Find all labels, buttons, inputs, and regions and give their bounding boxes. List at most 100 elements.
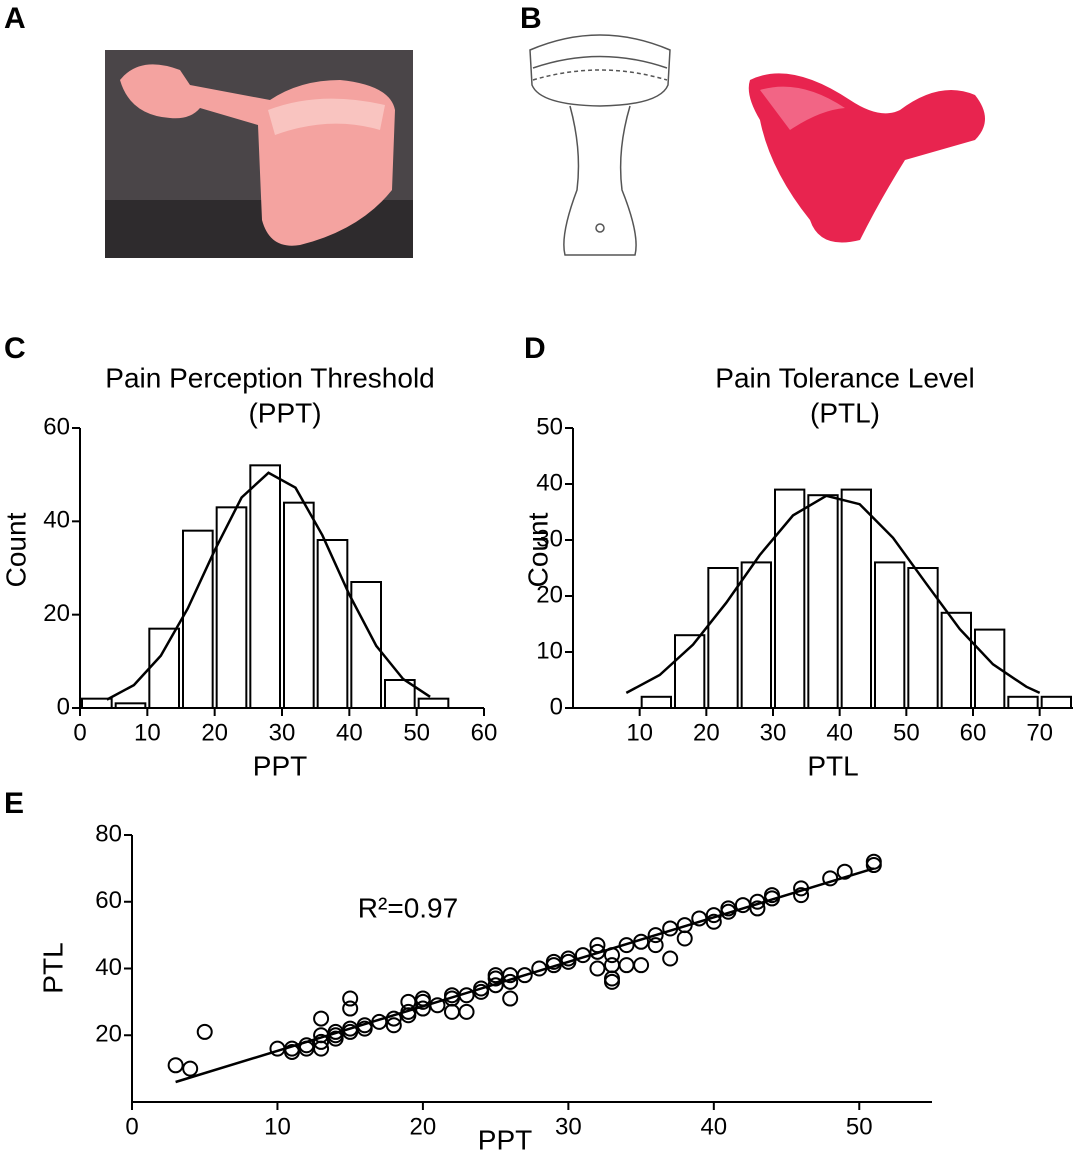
panel-label: E [4, 787, 24, 820]
bar [840, 488, 873, 709]
x-tick-label: 50 [893, 719, 920, 746]
bar [774, 488, 806, 709]
point [836, 863, 853, 880]
y-tick-label: 10 [536, 637, 563, 664]
bar [283, 501, 315, 709]
panel-label: C [4, 332, 26, 365]
point [604, 970, 620, 987]
y-tick-label: 40 [95, 954, 122, 981]
y-tick-label: 0 [57, 693, 70, 720]
point [604, 973, 620, 990]
x-tick-label: 60 [471, 719, 498, 746]
annotation: R²=0.97 [358, 892, 458, 923]
y-axis-label: PTL [37, 942, 68, 993]
bar [81, 697, 113, 710]
point [487, 967, 504, 984]
x-tick-label: 40 [700, 1113, 727, 1140]
chart-title: Pain Perception Threshold [105, 362, 434, 393]
photo-a [105, 50, 413, 258]
point [705, 913, 722, 930]
x-tick-label: 60 [960, 719, 987, 746]
x-tick-label: 50 [846, 1113, 873, 1140]
x-tick-label: 30 [555, 1113, 582, 1140]
point [865, 853, 882, 870]
bar [807, 494, 839, 710]
point [473, 980, 490, 997]
bar [874, 561, 906, 710]
point [633, 957, 650, 974]
point [749, 900, 766, 917]
point [342, 990, 359, 1007]
y-tick-label: 50 [536, 413, 563, 440]
point [764, 887, 780, 904]
x-tick-label: 0 [125, 1113, 138, 1140]
point [385, 1017, 402, 1034]
point [313, 1033, 330, 1050]
fit-line [175, 867, 875, 1084]
panel-label: D [524, 332, 546, 365]
point [502, 990, 519, 1007]
point [458, 1003, 475, 1020]
bar [148, 627, 180, 710]
bar [1007, 695, 1039, 709]
panel-label: B [520, 2, 542, 35]
y-tick-label: 40 [43, 507, 70, 534]
x-axis-label: PTL [807, 750, 858, 781]
fit-line [625, 494, 1041, 695]
point [647, 937, 664, 954]
point [793, 887, 810, 904]
x-tick-label: 20 [693, 719, 720, 746]
x-tick-label: 30 [269, 719, 296, 746]
point [342, 1000, 359, 1017]
point [444, 1003, 460, 1020]
bar [707, 567, 739, 709]
bar [417, 697, 450, 710]
x-tick-label: 10 [626, 719, 653, 746]
x-tick-label: 10 [264, 1113, 291, 1140]
chart-subtitle: (PTL) [810, 397, 880, 428]
y-tick-label: 0 [550, 693, 563, 720]
y-axis-label: Count [0, 512, 31, 587]
fit-line [106, 471, 431, 701]
point [589, 960, 606, 977]
x-tick-label: 70 [1026, 719, 1053, 746]
y-tick-label: 60 [95, 887, 122, 914]
y-tick-label: 30 [536, 525, 563, 552]
point [720, 900, 737, 917]
x-tick-label: 20 [201, 719, 228, 746]
x-tick-label: 50 [403, 719, 430, 746]
y-tick-label: 20 [536, 581, 563, 608]
point [196, 1023, 213, 1040]
bar [114, 702, 147, 709]
x-axis-label: PPT [478, 1124, 532, 1155]
y-tick-label: 80 [95, 820, 122, 847]
point [662, 950, 679, 967]
chart-subtitle: (PPT) [248, 397, 321, 428]
point [618, 957, 635, 974]
bar [740, 561, 773, 710]
point [414, 990, 431, 1007]
x-tick-label: 0 [73, 719, 86, 746]
chart-title: Pain Tolerance Level [715, 362, 974, 393]
x-tick-label: 10 [134, 719, 161, 746]
y-tick-label: 20 [43, 600, 70, 627]
x-tick-label: 30 [760, 719, 787, 746]
point [182, 1060, 199, 1077]
bar [182, 529, 214, 710]
panel-label: A [4, 2, 26, 35]
bar [640, 695, 673, 709]
bar [215, 506, 248, 710]
bar [316, 539, 349, 709]
drawing-b [529, 34, 671, 256]
x-tick-label: 40 [336, 719, 363, 746]
y-tick-label: 20 [95, 1021, 122, 1048]
point [516, 967, 533, 984]
bar [1040, 695, 1072, 709]
bar [907, 567, 939, 709]
point [676, 930, 693, 947]
point [167, 1057, 184, 1074]
x-tick-label: 40 [826, 719, 853, 746]
x-tick-label: 20 [410, 1113, 437, 1140]
bar [249, 464, 281, 710]
